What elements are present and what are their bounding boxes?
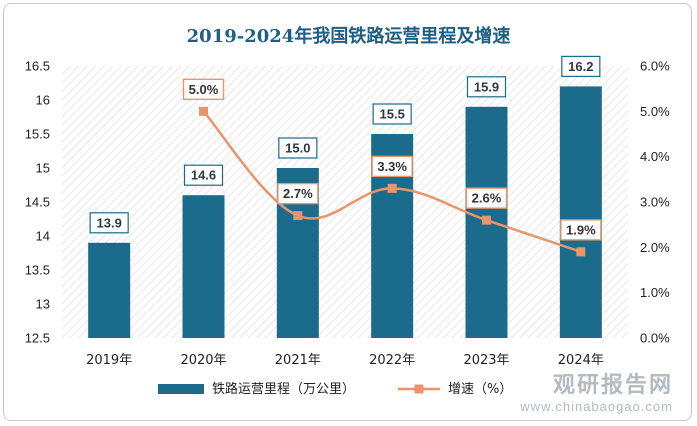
- bar-label-box-1: [183, 164, 224, 186]
- chart-title: 2019-2024年我国铁路运营里程及增速: [186, 26, 511, 47]
- plot-area: [62, 66, 628, 338]
- y-right-tick-5: 5.0%: [640, 104, 670, 119]
- growth-label-box-2: [277, 182, 319, 205]
- growth-label-4: 2.6%: [472, 191, 502, 206]
- x-tick-0: 2019年: [86, 353, 132, 368]
- growth-label-box-4: [465, 187, 508, 209]
- x-tick-1: 2020年: [180, 353, 226, 368]
- y-left-tick-7: 16: [36, 93, 50, 108]
- y-right-tick-4: 4.0%: [640, 149, 670, 164]
- y-right-tick-1: 1.0%: [640, 285, 670, 300]
- y-right-tick-0: 0.0%: [640, 331, 670, 346]
- x-tick-2: 2021年: [275, 353, 321, 368]
- growth-label-box-3: [371, 155, 413, 178]
- y-left-tick-3: 14: [36, 229, 50, 244]
- growth-line: [202, 110, 582, 254]
- growth-marker-5: [576, 247, 586, 257]
- growth-label-2: 2.7%: [283, 186, 313, 201]
- y-left-tick-6: 15.5: [25, 127, 50, 142]
- legend-bar-swatch: [158, 384, 204, 394]
- bar-label-5: 16.2: [568, 59, 593, 74]
- y-left-tick-8: 16.5: [25, 59, 50, 74]
- y-left-tick-2: 13.5: [25, 263, 50, 278]
- watermark-url: www.chinabaogao.com: [520, 399, 673, 414]
- x-tick-5: 2024年: [558, 353, 604, 368]
- y-left-tick-4: 14.5: [25, 195, 50, 210]
- legend-line-marker: [414, 384, 424, 394]
- growth-label-3: 3.3%: [377, 159, 407, 174]
- legend-bar-label: 铁路运营里程（万公里）: [212, 381, 355, 397]
- bar-label-3: 15.5: [380, 107, 405, 122]
- bar-label-4: 15.9: [474, 79, 499, 94]
- watermark-brand: 观研报告网: [552, 372, 673, 397]
- growth-label-box-1: [182, 78, 225, 101]
- bar-5: [559, 86, 602, 339]
- bar-label-box-3: [372, 103, 412, 125]
- growth-marker-3: [387, 183, 397, 193]
- growth-marker-1: [199, 106, 208, 116]
- growth-label-5: 1.9%: [566, 222, 596, 237]
- bar-label-2: 15.0: [285, 141, 310, 156]
- watermark: 观研报告网 www.chinabaogao.com: [520, 367, 673, 414]
- y-right-tick-2: 2.0%: [640, 240, 670, 255]
- x-tick-3: 2022年: [369, 353, 415, 368]
- bar-label-box-2: [278, 137, 318, 159]
- bar-1: [182, 195, 225, 338]
- growth-label-box-5: [560, 219, 602, 241]
- growth-marker-2: [293, 211, 303, 221]
- y-right-tick-3: 3.0%: [640, 195, 670, 210]
- legend-line-label: 增速（%）: [448, 382, 512, 397]
- bar-label-box-5: [561, 55, 601, 78]
- x-tick-4: 2023年: [463, 353, 509, 368]
- y-left-tick-0: 12.5: [25, 331, 50, 346]
- growth-label-1: 5.0%: [189, 82, 219, 97]
- y-right-tick-6: 6.0%: [640, 59, 670, 74]
- growth-marker-4: [482, 215, 491, 225]
- bar-label-box-0: [89, 212, 129, 234]
- bar-0: [88, 242, 131, 338]
- bar-label-1: 14.6: [191, 168, 216, 183]
- bar-label-box-4: [466, 76, 507, 98]
- y-left-tick-5: 15: [36, 161, 50, 176]
- bar-label-0: 13.9: [97, 215, 122, 230]
- y-left-tick-1: 13: [36, 297, 50, 312]
